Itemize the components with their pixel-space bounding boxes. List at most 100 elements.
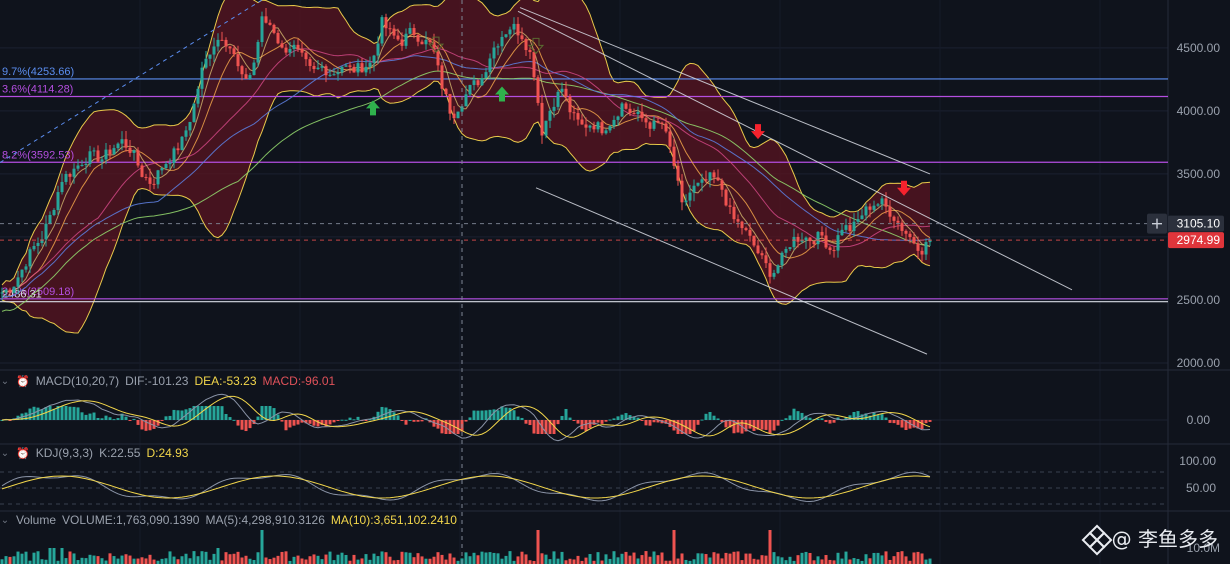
macd-histogram-bar <box>88 413 92 420</box>
candle-body <box>140 165 144 177</box>
macd-histogram-bar <box>200 406 204 420</box>
volume-bar <box>756 559 760 564</box>
macd-histogram-bar <box>788 415 792 420</box>
macd-histogram-bar <box>116 418 120 420</box>
volume-bar <box>580 560 584 564</box>
macd-histogram-bar <box>820 418 824 420</box>
collapse-chevron-icon[interactable]: ⌄ <box>0 447 10 459</box>
candle-body <box>920 250 924 255</box>
volume-bar <box>592 560 596 564</box>
candle-body <box>188 121 192 131</box>
macd-histogram-bar <box>144 420 148 431</box>
kdj-k-value: K:22.55 <box>99 446 141 460</box>
volume-bar <box>696 553 700 564</box>
last-price-badge <box>1168 232 1224 249</box>
volume-bar <box>4 556 8 564</box>
volume-bar <box>768 530 772 564</box>
macd-histogram-bar <box>448 420 452 434</box>
macd-histogram-bar <box>472 410 476 420</box>
volume-bar <box>448 553 452 564</box>
add-alert-plus-icon[interactable] <box>1147 213 1167 234</box>
volume-bar <box>156 560 160 564</box>
macd-histogram-bar <box>320 420 324 425</box>
volume-bar <box>100 558 104 564</box>
macd-histogram-bar <box>876 415 880 420</box>
candle-body <box>896 220 900 223</box>
volume-bar <box>412 557 416 564</box>
candle-body <box>80 164 84 166</box>
macd-histogram-bar <box>172 409 176 420</box>
candle-body <box>796 236 800 242</box>
collapse-chevron-icon[interactable]: ⌄ <box>0 514 10 526</box>
candle-body <box>624 103 628 109</box>
volume-legend: ⌄ Volume VOLUME:1,763,090.1390 MA(5):4,2… <box>0 512 457 528</box>
last-price-label: 2974.99 <box>1177 233 1221 247</box>
candle-body <box>296 44 300 49</box>
volume-bar <box>800 552 804 564</box>
candle-body <box>68 173 72 177</box>
volume-bar <box>776 556 780 564</box>
volume-bar <box>164 558 168 564</box>
volume-bar <box>32 552 36 564</box>
candle-body <box>356 63 360 73</box>
kdj-title: KDJ(9,3,3) <box>35 446 94 460</box>
macd-histogram-bar <box>152 420 156 429</box>
volume-bar <box>160 558 164 564</box>
candle-body <box>900 222 904 231</box>
candle-body <box>772 272 776 277</box>
volume-bar <box>392 560 396 564</box>
macd-histogram-bar <box>220 406 224 420</box>
candle-body <box>280 43 284 48</box>
ma-long-line <box>1 70 931 312</box>
candle-body <box>872 205 876 210</box>
alarm-icon[interactable]: ⏰ <box>16 447 30 460</box>
volume-bar <box>124 554 128 564</box>
candle-body <box>672 146 676 166</box>
candle-body <box>84 163 88 165</box>
candle-body <box>644 118 648 123</box>
candle-body <box>100 159 104 162</box>
macd-histogram-bar <box>532 420 536 434</box>
candle-body <box>420 41 424 45</box>
macd-histogram-bar <box>316 420 320 427</box>
macd-histogram-bar <box>288 420 292 428</box>
candle-body <box>380 17 384 44</box>
volume-bar <box>928 558 932 564</box>
macd-histogram-bar <box>544 420 548 434</box>
macd-histogram-bar <box>804 415 808 420</box>
candle-body <box>784 248 788 253</box>
volume-bar <box>444 559 448 564</box>
candle-body <box>448 94 452 114</box>
volume-bar <box>296 555 300 564</box>
volume-bar <box>888 559 892 564</box>
candle-body <box>200 67 204 89</box>
candle-body <box>512 23 516 30</box>
candle-body <box>64 173 68 182</box>
alarm-icon[interactable]: ⏰ <box>16 375 30 388</box>
volume-bar <box>544 554 548 564</box>
candle-body <box>488 58 492 73</box>
volume-bar <box>200 551 204 564</box>
macd-histogram-bar <box>160 420 164 421</box>
price-tick-label: 2500.00 <box>1177 293 1221 307</box>
volume-bar <box>208 559 212 564</box>
volume-bar <box>12 556 16 564</box>
macd-histogram-bar <box>792 408 796 420</box>
volume-bar <box>428 558 432 564</box>
volume-bar <box>552 551 556 564</box>
volume-bar <box>60 548 64 564</box>
macd-dea-value: DEA:-53.23 <box>194 374 257 388</box>
collapse-chevron-icon[interactable]: ⌄ <box>0 375 10 387</box>
candle-body <box>328 74 332 76</box>
candle-body <box>908 233 912 238</box>
volume-bar <box>56 560 60 564</box>
price-tick-label: 4000.00 <box>1177 104 1221 118</box>
volume-bar <box>328 551 332 564</box>
macd-histogram-bar <box>156 420 160 426</box>
candle-body <box>128 147 132 153</box>
candle-body <box>252 62 256 76</box>
macd-dea-line <box>1 395 931 438</box>
candle-body <box>276 32 280 44</box>
candle-body <box>844 225 848 230</box>
